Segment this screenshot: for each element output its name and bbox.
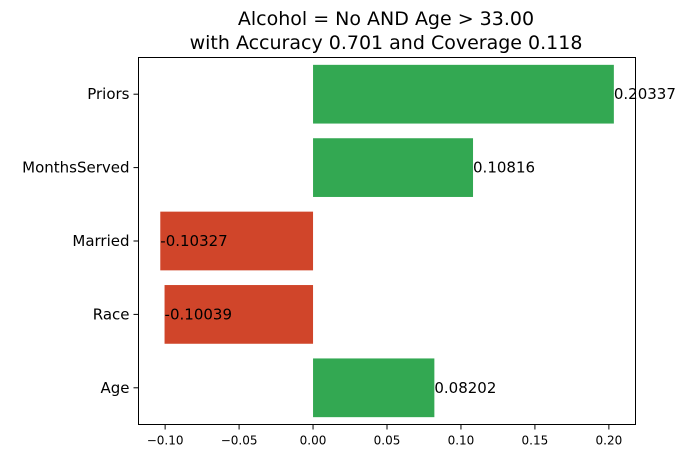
data-label-married: -0.10327	[160, 232, 227, 250]
chart-title-line2: with Accuracy 0.701 and Coverage 0.118	[190, 32, 583, 54]
y-tick-label-priors: Priors	[87, 85, 129, 103]
data-label-race: -0.10039	[165, 305, 232, 323]
x-tick-label: −0.10	[147, 434, 184, 448]
data-label-priors: 0.20337	[614, 85, 676, 103]
x-axis: −0.10 −0.05 0.00 0.05 0.10 0.15 0.20	[147, 424, 623, 448]
y-tick-label-monthsserved: MonthsServed	[22, 159, 129, 177]
bar-age	[313, 358, 435, 418]
bar-married	[160, 211, 314, 271]
x-tick-label: 0.20	[596, 434, 623, 448]
bars-group	[160, 64, 614, 418]
y-tick-label-married: Married	[72, 232, 129, 250]
chart-title-line1: Alcohol = No AND Age > 33.00	[238, 8, 534, 30]
x-tick-label: 0.05	[374, 434, 401, 448]
data-label-monthsserved: 0.10816	[473, 159, 535, 177]
data-labels-group: 0.20337 0.10816 -0.10327 -0.10039 0.08202	[160, 85, 676, 397]
bar-race	[164, 285, 314, 344]
data-label-age: 0.08202	[434, 379, 496, 397]
y-tick-label-race: Race	[93, 305, 130, 323]
bar-priors	[313, 64, 614, 124]
x-tick-label: 0.10	[448, 434, 475, 448]
bar-monthsserved	[313, 138, 474, 197]
y-axis: Priors MonthsServed Married Race Age	[22, 85, 139, 397]
x-tick-label: 0.00	[300, 434, 327, 448]
x-tick-label: −0.05	[221, 434, 258, 448]
x-tick-label: 0.15	[522, 434, 549, 448]
y-tick-label-age: Age	[100, 379, 129, 397]
